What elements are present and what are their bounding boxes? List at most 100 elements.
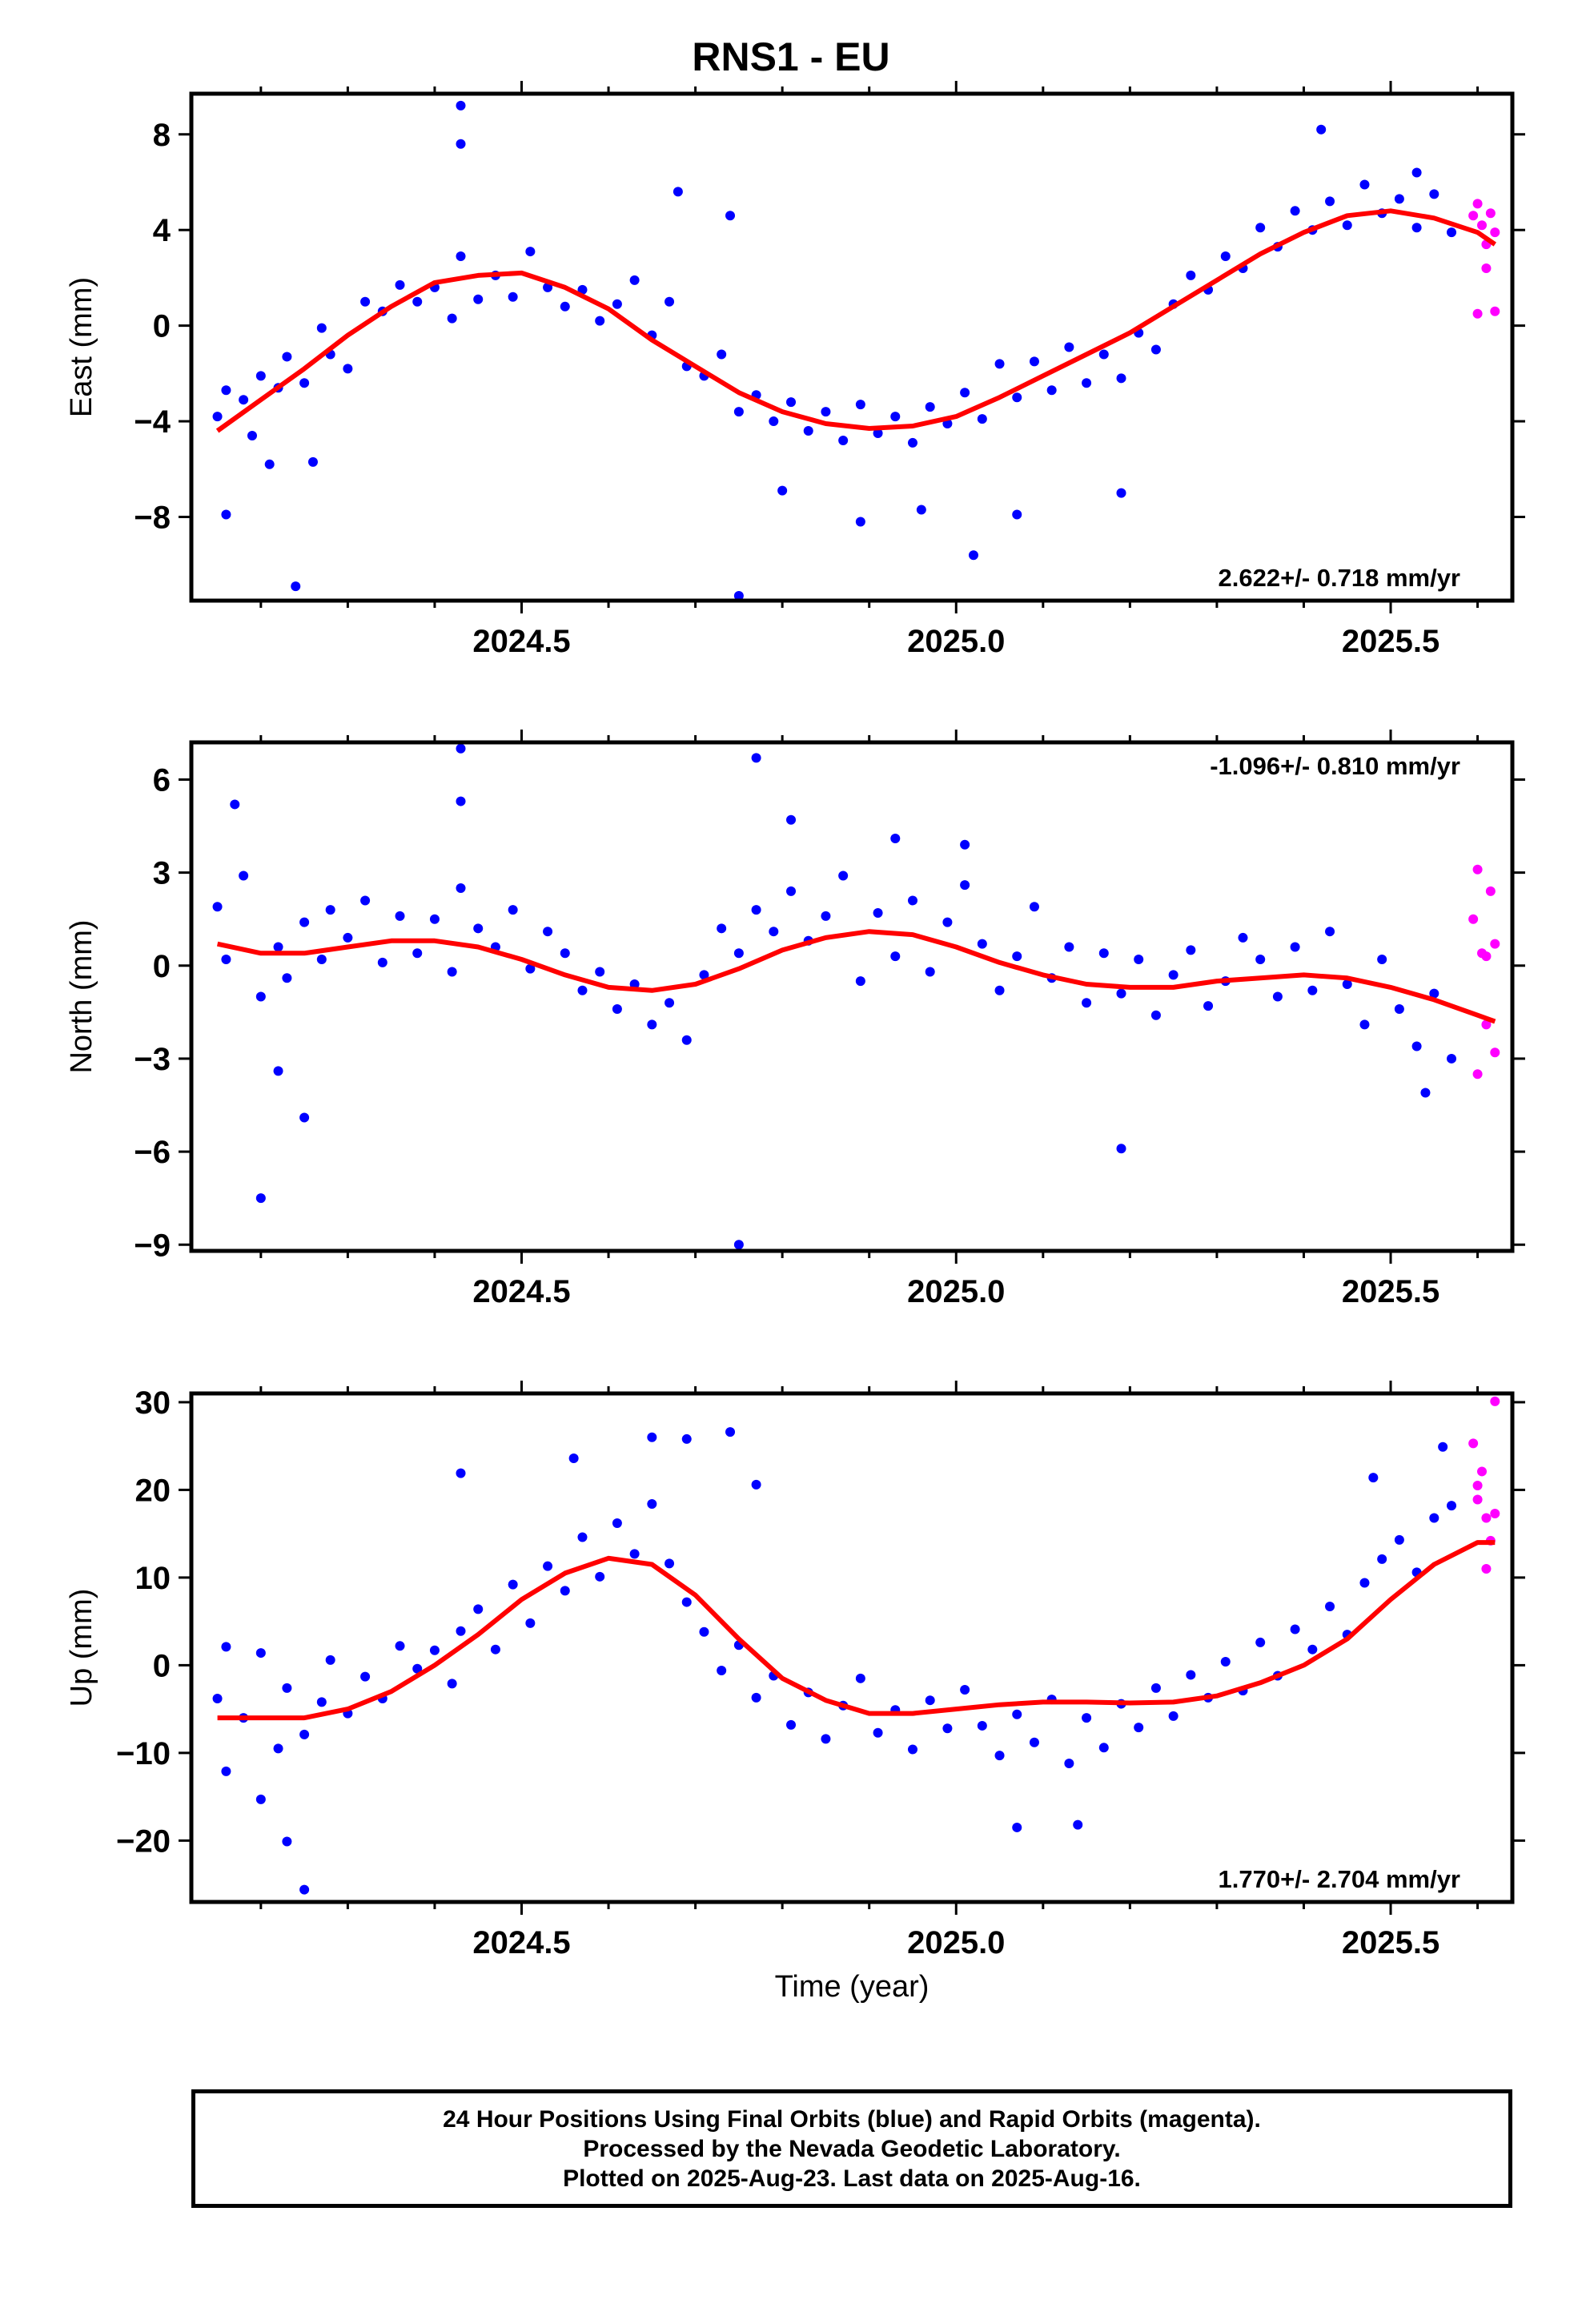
east-point-final-orbits xyxy=(1290,206,1300,216)
footer-box: 24 Hour Positions Using Final Orbits (bl… xyxy=(191,2089,1512,2208)
north-point-final-orbits xyxy=(525,963,536,974)
footer-line-1: 24 Hour Positions Using Final Orbits (bl… xyxy=(443,2106,1261,2133)
up-point-final-orbits xyxy=(282,1683,292,1693)
east-point-final-orbits xyxy=(456,251,466,262)
north-point-final-orbits xyxy=(595,967,605,977)
up-point-final-orbits xyxy=(665,1558,675,1569)
north-model-curve xyxy=(216,929,1496,1024)
up-point-final-orbits xyxy=(681,1597,692,1607)
up-point-final-orbits xyxy=(577,1532,588,1542)
up-point-final-orbits xyxy=(751,1479,761,1490)
north-point-final-orbits xyxy=(1012,951,1022,962)
north-y-tick-label: 0 xyxy=(153,949,171,984)
north-point-final-orbits xyxy=(1290,942,1300,952)
north-point-final-orbits xyxy=(560,948,570,959)
up-point-final-orbits xyxy=(1150,1683,1161,1693)
east-point-final-orbits xyxy=(907,437,917,448)
north-point-final-orbits xyxy=(456,796,466,806)
east-point-final-orbits xyxy=(595,316,605,326)
east-point-final-orbits xyxy=(960,388,970,398)
up-point-final-orbits xyxy=(1325,1602,1335,1612)
east-x-tick-label: 2024.5 xyxy=(472,624,570,659)
up-point-final-orbits xyxy=(282,1836,292,1847)
north-point-final-orbits xyxy=(942,917,953,927)
east-point-rapid-orbits xyxy=(1468,211,1479,221)
east-point-final-orbits xyxy=(1342,220,1352,231)
north-point-final-orbits xyxy=(890,951,901,962)
up-point-rapid-orbits xyxy=(1490,1396,1500,1406)
up-point-final-orbits xyxy=(1012,1822,1022,1832)
up-point-final-orbits xyxy=(1368,1473,1379,1483)
north-point-final-orbits xyxy=(282,973,292,983)
up-point-final-orbits xyxy=(456,1468,466,1478)
north-point-rapid-orbits xyxy=(1472,864,1483,875)
up-point-final-orbits xyxy=(1438,1441,1448,1452)
north-point-final-orbits xyxy=(1168,970,1178,980)
up-point-final-orbits xyxy=(1447,1501,1457,1511)
east-point-final-orbits xyxy=(343,364,353,374)
east-point-final-orbits xyxy=(977,414,987,424)
north-point-final-orbits xyxy=(1064,942,1074,952)
east-point-final-orbits xyxy=(1411,223,1422,233)
up-point-final-orbits xyxy=(1168,1711,1178,1721)
up-x-tick-label: 2024.5 xyxy=(472,1925,570,1960)
east-point-final-orbits xyxy=(473,294,484,304)
north-point-final-orbits xyxy=(960,839,970,850)
north-point-final-orbits xyxy=(1359,1019,1370,1030)
up-point-final-orbits xyxy=(447,1679,457,1689)
north-point-rapid-orbits xyxy=(1481,951,1492,962)
panel-north: 2024.5 2025.0 2025.5 6 3 0 −3 −6 −9 North (mm) -1.… xyxy=(65,730,1525,1309)
x-axis-label: Time (year) xyxy=(775,1970,930,2004)
east-point-final-orbits xyxy=(821,407,831,417)
east-point-final-orbits xyxy=(1429,189,1439,199)
north-point-final-orbits xyxy=(1203,1001,1214,1011)
east-point-final-orbits xyxy=(221,509,231,520)
north-point-final-orbits xyxy=(377,957,387,967)
north-point-final-orbits xyxy=(1255,955,1266,965)
east-plot-frame xyxy=(189,91,1515,603)
north-point-final-orbits xyxy=(360,895,371,906)
north-point-final-orbits xyxy=(273,942,283,952)
up-point-final-orbits xyxy=(873,1727,883,1738)
up-y-axis-label: Up (mm) xyxy=(65,1589,98,1707)
north-point-final-orbits xyxy=(1134,955,1144,965)
up-point-final-orbits xyxy=(1255,1637,1266,1647)
east-y-tick-label: 0 xyxy=(153,309,171,344)
east-point-rapid-orbits xyxy=(1472,199,1483,209)
up-model-curve xyxy=(217,1540,1496,1721)
up-point-rapid-orbits xyxy=(1477,1466,1488,1477)
east-point-rapid-orbits xyxy=(1477,220,1488,231)
east-point-final-orbits xyxy=(855,400,865,410)
up-point-final-orbits xyxy=(1359,1578,1370,1588)
east-point-final-orbits xyxy=(916,505,926,515)
east-point-final-orbits xyxy=(239,395,249,405)
east-point-final-orbits xyxy=(1046,385,1057,396)
north-point-rapid-orbits xyxy=(1481,1019,1492,1030)
up-point-final-orbits xyxy=(1012,1709,1022,1719)
east-point-rapid-orbits xyxy=(1490,227,1500,238)
north-point-final-orbits xyxy=(429,914,440,924)
north-point-final-orbits xyxy=(1082,998,1092,1008)
north-rate-label: -1.096+/- 0.810 mm/yr xyxy=(1210,752,1460,780)
north-point-final-orbits xyxy=(456,883,466,893)
up-y-tick-label: −10 xyxy=(116,1736,171,1771)
up-point-final-orbits xyxy=(395,1641,405,1651)
up-point-final-orbits xyxy=(1064,1759,1074,1769)
up-point-final-orbits xyxy=(647,1498,657,1509)
east-point-final-orbits xyxy=(1394,194,1404,204)
east-point-final-orbits xyxy=(1098,349,1109,360)
north-point-final-orbits xyxy=(681,1035,692,1045)
east-point-final-orbits xyxy=(456,100,466,111)
up-y-tick-label: 30 xyxy=(135,1385,171,1421)
north-point-final-orbits xyxy=(395,911,405,921)
east-point-final-orbits xyxy=(733,591,744,601)
north-point-final-orbits xyxy=(855,976,865,987)
north-point-rapid-orbits xyxy=(1472,1069,1483,1080)
north-point-final-orbits xyxy=(1238,932,1248,943)
up-point-final-orbits xyxy=(647,1432,657,1442)
east-point-final-orbits xyxy=(873,428,883,438)
north-x-tick-label: 2025.5 xyxy=(1342,1274,1439,1309)
east-point-final-orbits xyxy=(1186,270,1196,280)
east-point-final-orbits xyxy=(994,359,1005,369)
east-point-final-orbits xyxy=(299,378,310,388)
